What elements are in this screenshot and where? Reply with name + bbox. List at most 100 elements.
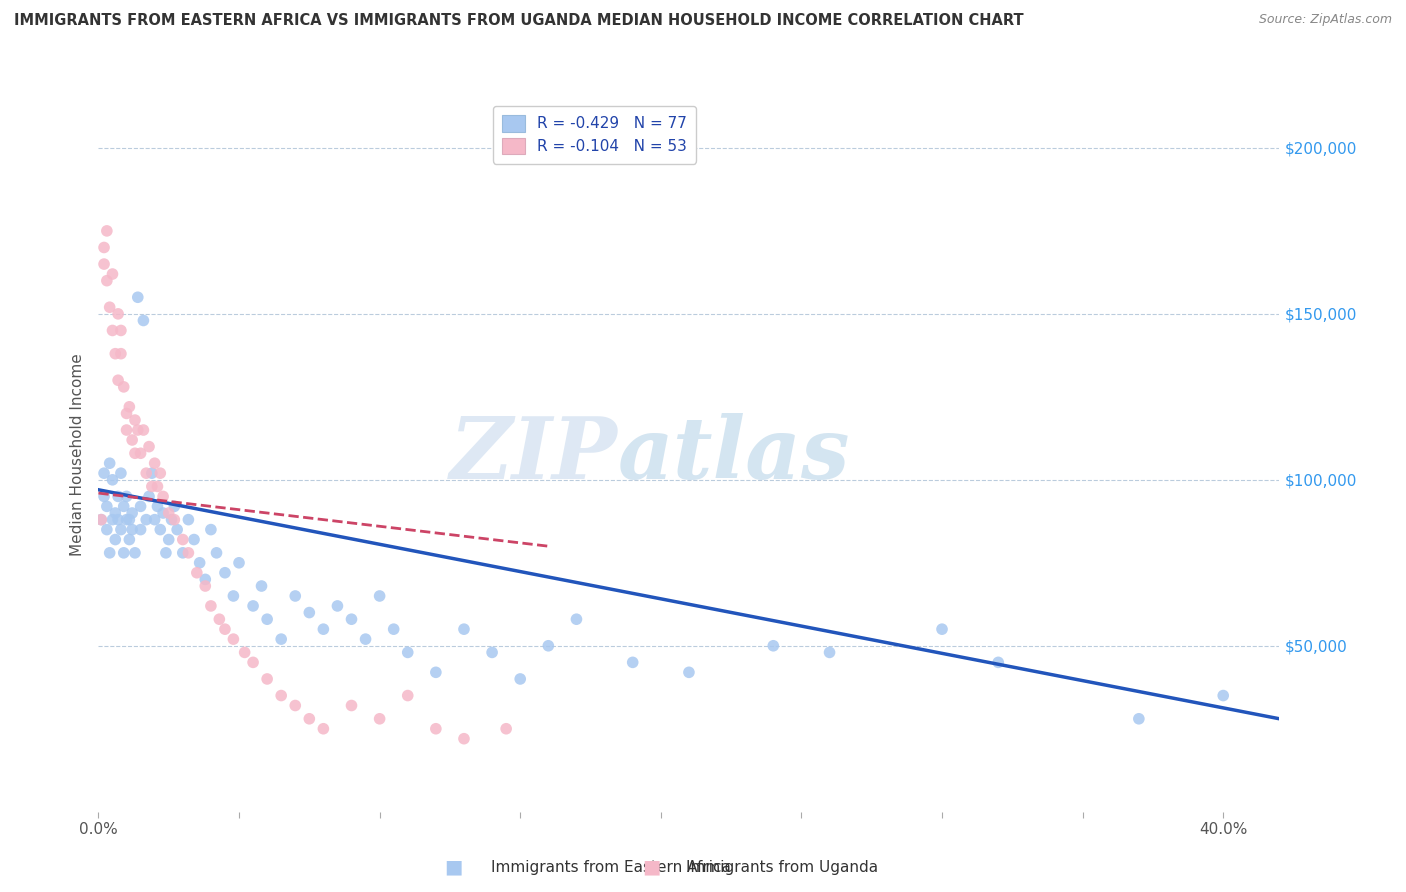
Point [115,423,138,437]
Point [163,500,186,514]
Point [188,556,211,570]
Point [121,433,143,447]
Point [678,665,700,680]
Point [208,612,231,626]
Point [270,632,292,647]
Point [90,513,112,527]
Point [172,546,194,560]
Point [135,513,157,527]
Legend: R = -0.429   N = 77, R = -0.104   N = 53: R = -0.429 N = 77, R = -0.104 N = 53 [492,106,696,163]
Point [118,400,141,414]
Point [537,639,560,653]
Point [149,466,172,480]
Text: IMMIGRANTS FROM EASTERN AFRICA VS IMMIGRANTS FROM UGANDA MEDIAN HOUSEHOLD INCOME: IMMIGRANTS FROM EASTERN AFRICA VS IMMIGR… [14,13,1024,29]
Point [509,672,531,686]
Point [152,506,174,520]
Point [107,373,129,387]
Point [121,523,143,537]
Point [143,456,166,470]
Point [298,606,321,620]
Point [146,500,169,514]
Text: Immigrants from Uganda: Immigrants from Uganda [686,860,879,874]
Point [233,645,256,659]
Point [104,533,127,547]
Text: ■: ■ [643,857,661,877]
Point [96,500,118,514]
Point [340,612,363,626]
Point [118,513,141,527]
Point [155,546,177,560]
Point [200,599,222,613]
Point [425,665,447,680]
Point [194,579,217,593]
Point [149,523,172,537]
Point [312,622,335,636]
Point [177,513,200,527]
Point [129,446,152,460]
Point [98,300,121,314]
Point [368,712,391,726]
Point [110,323,132,337]
Text: Immigrants from Eastern Africa: Immigrants from Eastern Africa [491,860,731,874]
Text: ■: ■ [444,857,463,877]
Point [124,546,146,560]
Point [98,456,121,470]
Point [186,566,208,580]
Point [621,656,644,670]
Point [1128,712,1150,726]
Point [98,546,121,560]
Y-axis label: Median Household Income: Median Household Income [69,353,84,557]
Text: Source: ZipAtlas.com: Source: ZipAtlas.com [1258,13,1392,27]
Point [326,599,349,613]
Point [270,689,292,703]
Point [152,490,174,504]
Point [115,490,138,504]
Point [453,731,475,746]
Point [425,722,447,736]
Point [124,446,146,460]
Point [132,313,155,327]
Point [107,307,129,321]
Point [250,579,273,593]
Point [172,533,194,547]
Point [312,722,335,736]
Point [112,500,135,514]
Point [129,523,152,537]
Point [340,698,363,713]
Point [121,506,143,520]
Point [110,347,132,361]
Point [93,490,115,504]
Point [453,622,475,636]
Point [242,599,264,613]
Point [160,513,183,527]
Point [256,672,278,686]
Point [90,513,112,527]
Point [157,506,180,520]
Point [146,479,169,493]
Point [96,224,118,238]
Point [93,240,115,254]
Point [205,546,228,560]
Point [104,347,127,361]
Point [127,290,149,304]
Point [141,466,163,480]
Point [222,589,245,603]
Point [115,513,138,527]
Point [256,612,278,626]
Point [112,380,135,394]
Point [107,513,129,527]
Point [107,490,129,504]
Point [129,500,152,514]
Point [284,589,307,603]
Point [200,523,222,537]
Point [143,513,166,527]
Point [481,645,503,659]
Text: ZIP: ZIP [450,413,619,497]
Point [368,589,391,603]
Point [177,546,200,560]
Point [354,632,377,647]
Point [284,698,307,713]
Point [93,466,115,480]
Point [382,622,405,636]
Point [141,479,163,493]
